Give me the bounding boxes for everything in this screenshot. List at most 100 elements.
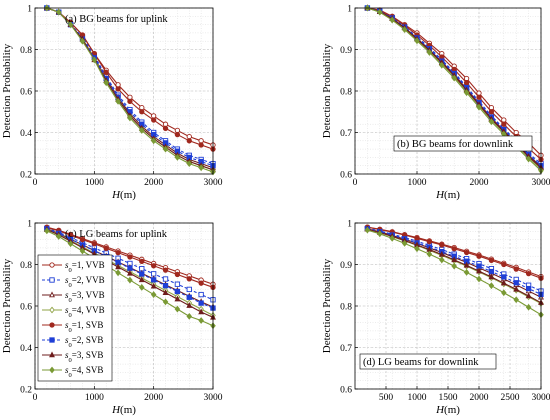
- legend-rest: =3, VVB: [72, 290, 105, 300]
- legend-var: s: [65, 365, 69, 375]
- data-point: [139, 283, 145, 291]
- legend-sub: 0: [69, 297, 72, 304]
- data-point: [115, 263, 121, 270]
- data-point: [451, 246, 457, 252]
- y-tick-label: 0.4: [20, 129, 32, 139]
- y-tick-label: 0.6: [340, 385, 352, 395]
- data-point: [488, 118, 495, 126]
- data-point: [67, 21, 74, 29]
- data-point: [186, 294, 192, 300]
- data-point: [151, 263, 157, 269]
- data-point: [186, 312, 193, 320]
- x-tick-label: 3000: [532, 393, 550, 403]
- data-point: [463, 249, 470, 256]
- x-axis-label: H(m): [435, 404, 460, 416]
- legend-marker: [49, 277, 55, 283]
- data-point: [162, 283, 169, 289]
- data-point: [138, 276, 145, 283]
- data-point: [476, 94, 482, 100]
- y-tick-label: 1: [27, 219, 32, 229]
- legend-entry: s0=2, SVB: [65, 335, 103, 349]
- legend-marker: [49, 337, 55, 343]
- data-point: [174, 305, 181, 313]
- data-point: [414, 37, 420, 45]
- x-axis-label-var: H: [435, 404, 445, 416]
- data-point: [127, 269, 133, 276]
- data-point: [488, 257, 495, 263]
- data-point: [162, 298, 169, 306]
- x-tick-label: 1000: [85, 393, 104, 403]
- y-tick-label: 0.6: [20, 87, 32, 97]
- y-tick-label: 0.6: [20, 302, 32, 312]
- data-point: [414, 235, 420, 242]
- x-tick-label: 1500: [439, 393, 458, 403]
- data-point: [162, 289, 169, 295]
- x-tick-label: 3000: [204, 393, 223, 403]
- data-point: [476, 103, 482, 111]
- data-point: [162, 145, 169, 153]
- x-axis-label-unit: (m): [444, 189, 460, 201]
- x-axis-label: H(m): [435, 189, 460, 201]
- data-point: [198, 280, 204, 286]
- x-axis-label-var: H: [435, 189, 445, 201]
- data-point: [463, 268, 470, 276]
- chart-panel-b: 0 1000 2000 3000 0.6 0.7 0.8 0.9 1 H(m) Detection …: [321, 4, 550, 201]
- data-point: [79, 37, 86, 45]
- panel-title: (b) BG beams for downlink: [397, 139, 514, 150]
- data-point: [426, 250, 433, 258]
- panel-title: (d) LG beams for downlink: [363, 357, 479, 368]
- data-point: [174, 271, 181, 278]
- legend-entry: s0=3, SVB: [65, 350, 103, 364]
- data-point: [198, 300, 204, 306]
- data-point: [198, 291, 204, 298]
- y-tick-label: 0.7: [340, 344, 352, 354]
- data-point: [463, 80, 470, 86]
- legend-entry: s0=3, VVB: [65, 290, 105, 304]
- data-point: [186, 286, 192, 293]
- data-point: [401, 26, 408, 33]
- data-point: [55, 8, 62, 16]
- data-point: [364, 226, 371, 234]
- legend-var: s: [65, 335, 69, 345]
- data-point: [139, 127, 145, 134]
- data-point: [439, 242, 445, 248]
- data-point: [174, 131, 181, 138]
- data-point: [127, 98, 133, 105]
- y-tick-label: 0.7: [340, 129, 352, 139]
- series-8: [44, 4, 216, 176]
- legend-sub: 0: [69, 327, 72, 334]
- data-point: [501, 289, 507, 297]
- data-point: [139, 109, 145, 115]
- data-point: [488, 282, 495, 290]
- data-point: [115, 86, 121, 92]
- data-point: [377, 8, 383, 16]
- legend-entry: s0=2, VVB: [65, 275, 105, 289]
- data-point: [139, 258, 145, 265]
- data-point: [127, 114, 133, 122]
- x-axis-label: H(m): [111, 404, 136, 416]
- chart-panel-c: 0 1000 2000 3000 0.2 0.4 0.6 0.8 1 H(m) Detection …: [1, 219, 223, 416]
- data-point: [426, 239, 433, 245]
- data-point: [150, 137, 157, 145]
- legend-sub: 0: [69, 267, 72, 274]
- panel-title: (a) BG beams for uplink: [65, 14, 168, 25]
- data-point: [139, 271, 145, 277]
- legend-rest: =2, SVB: [72, 335, 104, 345]
- data-point: [439, 61, 445, 69]
- y-tick-label: 1: [347, 219, 352, 229]
- legend-rest: =4, SVB: [72, 365, 104, 375]
- x-tick-label: 0: [353, 178, 358, 188]
- x-tick-label: 3000: [532, 178, 550, 188]
- data-point: [162, 276, 169, 282]
- data-point: [127, 254, 133, 260]
- legend-marker: [49, 262, 55, 268]
- data-point: [525, 155, 532, 163]
- legend-sub: 0: [69, 372, 72, 379]
- data-point: [501, 274, 507, 280]
- data-point: [198, 317, 204, 324]
- x-axis-label-unit: (m): [444, 404, 460, 416]
- legend-entry: s0=4, VVB: [65, 305, 105, 319]
- y-tick-label: 1: [347, 4, 352, 14]
- legend-marker: [49, 322, 55, 328]
- y-tick-label: 0.8: [20, 261, 32, 271]
